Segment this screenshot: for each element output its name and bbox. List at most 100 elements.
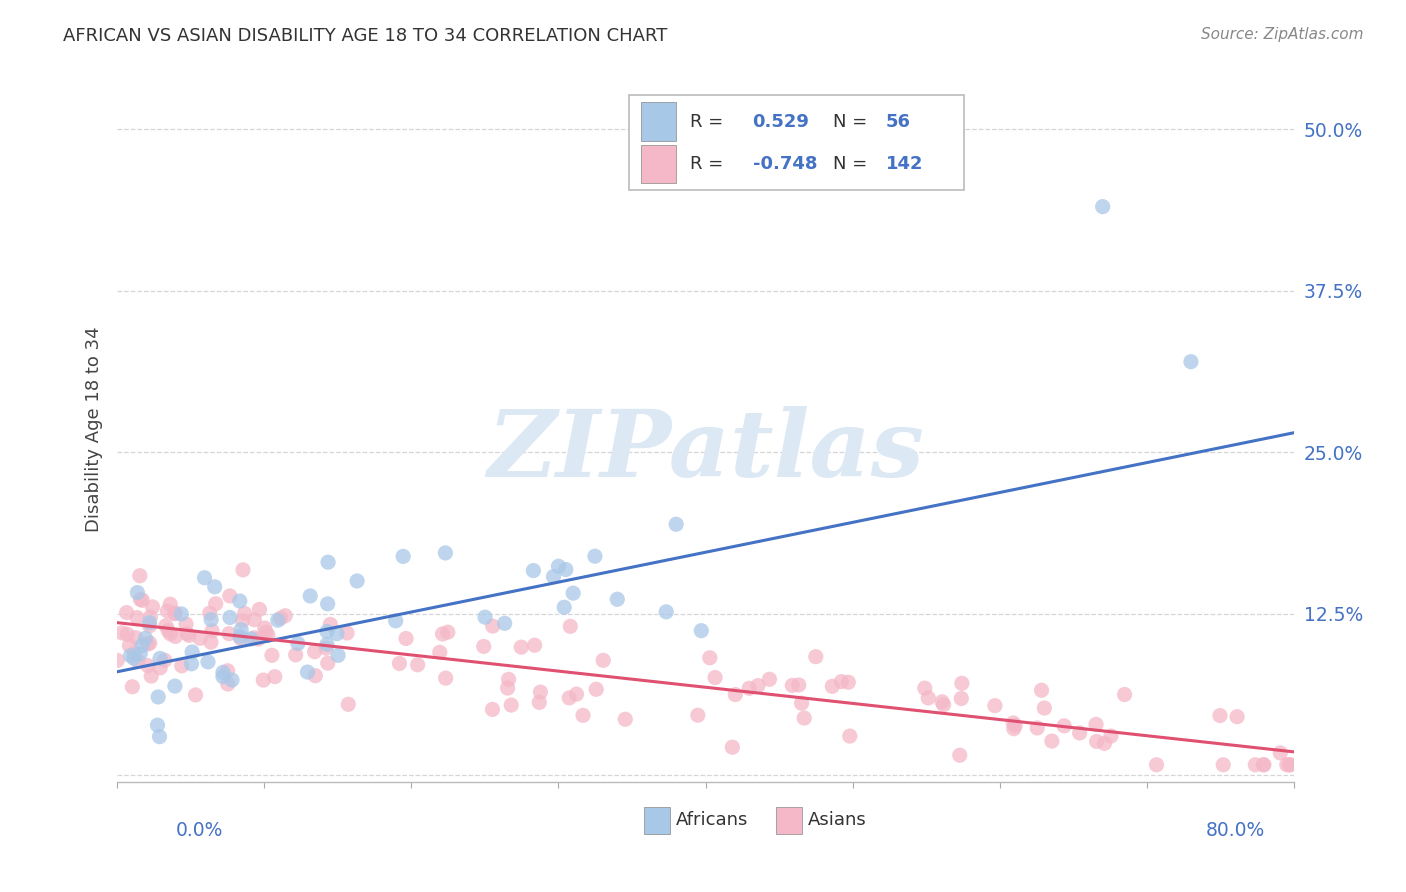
Point [914,681,936,695]
Point [1226,709,1249,723]
Point [212,665,235,680]
Point [782,678,804,692]
Point [1253,757,1275,772]
Point [821,679,844,693]
Text: ZIPatlas: ZIPatlas [486,406,924,496]
Point [1244,757,1267,772]
Point [284,648,307,662]
Point [565,687,588,701]
Text: Source: ZipAtlas.com: Source: ZipAtlas.com [1201,27,1364,42]
Point [146,718,169,732]
Point [131,593,153,607]
Point [472,640,495,654]
Point [474,610,496,624]
Point [747,679,769,693]
Point [665,517,688,532]
Point [165,629,187,643]
Point [543,569,565,583]
Point [260,648,283,663]
Point [606,592,628,607]
Point [1099,729,1122,743]
Point [724,688,747,702]
Point [316,555,339,569]
Point [1085,734,1108,748]
Text: 80.0%: 80.0% [1206,821,1265,839]
Text: 142: 142 [886,155,924,173]
Point [170,659,193,673]
FancyBboxPatch shape [644,807,671,834]
Point [804,649,827,664]
Point [299,589,322,603]
Point [128,568,150,582]
Point [139,610,162,624]
Point [127,610,149,624]
Point [837,675,859,690]
Point [1212,757,1234,772]
Point [270,611,292,625]
Point [432,627,454,641]
Point [174,617,197,632]
Point [155,618,177,632]
Point [429,645,451,659]
Point [1094,736,1116,750]
Point [263,670,285,684]
Point [1091,200,1114,214]
Point [254,625,277,640]
Point [139,636,162,650]
Point [1253,757,1275,772]
Point [787,678,810,692]
Text: N =: N = [832,112,868,131]
Point [388,657,411,671]
Point [326,626,349,640]
Point [592,653,614,667]
Point [1209,708,1232,723]
Point [231,623,253,637]
Point [498,673,520,687]
Point [156,604,179,618]
Point [1114,688,1136,702]
Point [163,679,186,693]
Point [337,698,360,712]
FancyBboxPatch shape [776,807,801,834]
Point [758,673,780,687]
Point [180,657,202,671]
Point [1278,757,1301,772]
Text: R =: R = [690,112,724,131]
Point [249,602,271,616]
Text: N =: N = [832,155,868,173]
Point [159,597,181,611]
Point [1278,757,1301,772]
Point [218,626,240,640]
Point [1180,354,1202,368]
Point [124,647,146,661]
Point [1033,701,1056,715]
Point [304,668,326,682]
Point [127,585,149,599]
Point [193,571,215,585]
Point [138,615,160,630]
Point [229,632,252,646]
Point [127,654,149,668]
Point [253,621,276,635]
Text: -0.748: -0.748 [752,155,817,173]
Text: Asians: Asians [808,812,866,830]
Point [252,673,274,687]
Point [197,655,219,669]
Point [146,690,169,704]
Point [153,653,176,667]
Point [297,665,319,679]
Point [129,592,152,607]
Point [558,690,581,705]
Point [686,708,709,723]
Point [176,626,198,640]
Point [1069,726,1091,740]
Point [522,564,544,578]
Point [560,619,582,633]
Point [188,632,211,646]
Point [184,688,207,702]
Point [204,597,226,611]
Point [246,632,269,646]
Point [274,608,297,623]
Point [1002,715,1025,730]
Point [690,624,713,638]
